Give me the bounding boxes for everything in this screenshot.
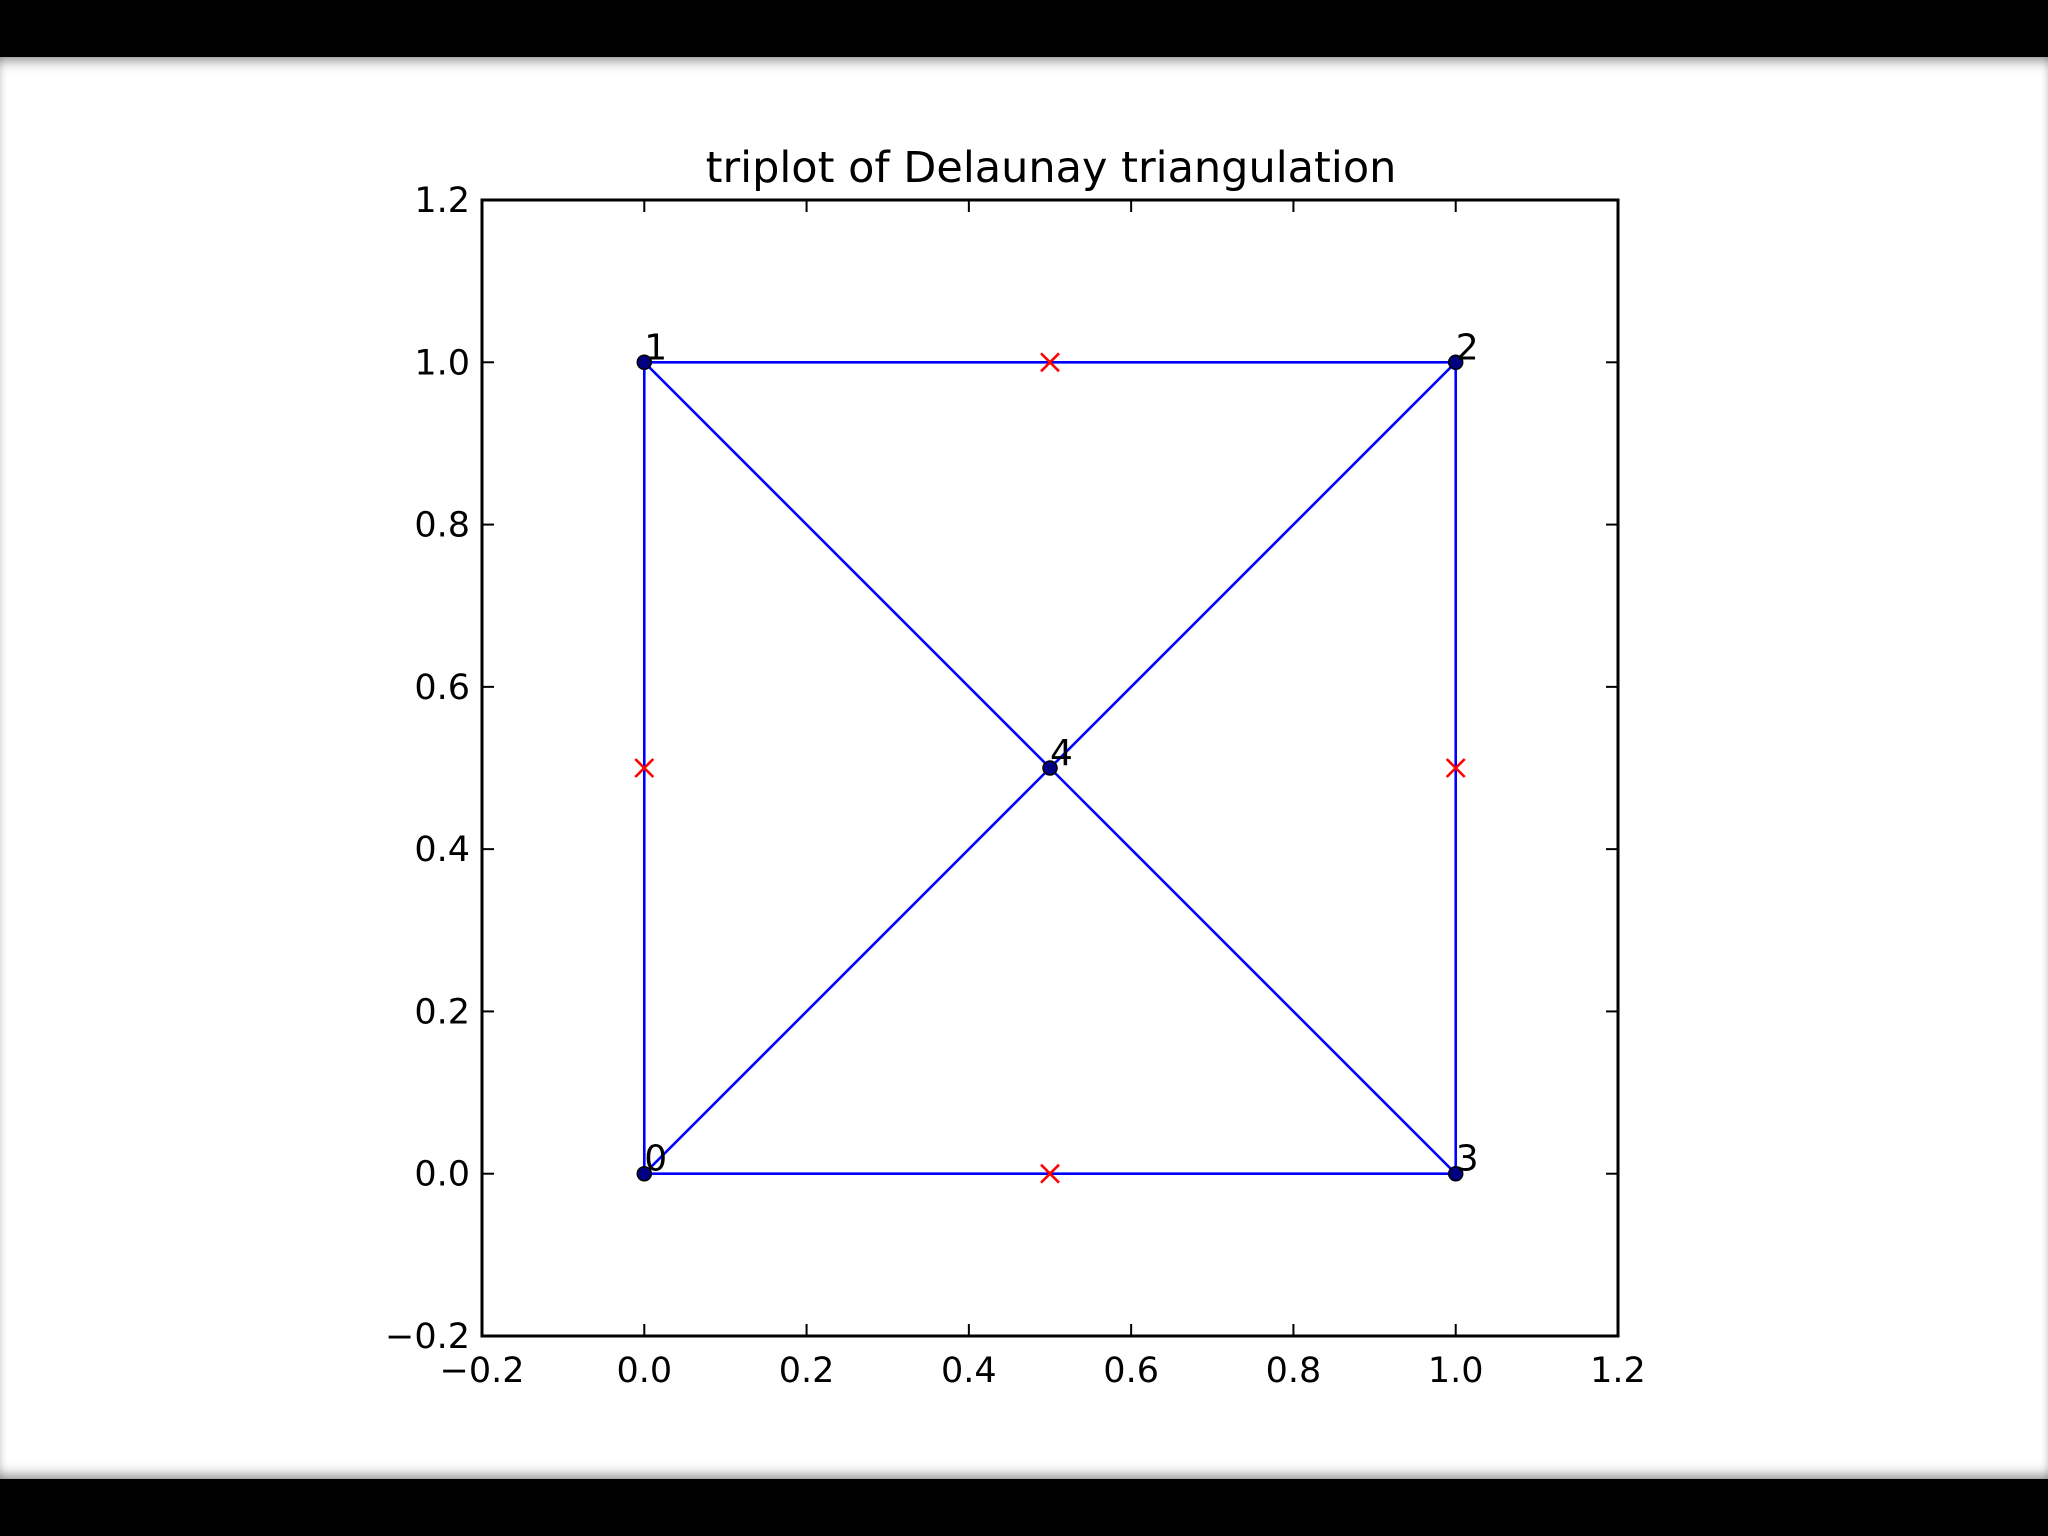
- triangulation-edge: [1049, 767, 1457, 1175]
- point-index-label: 3: [1456, 1139, 1479, 1180]
- x-tick-label: 1.0: [1428, 1351, 1484, 1391]
- chart-title: triplot of Delaunay triangulation: [706, 143, 1397, 193]
- x-marker-stroke: [1445, 758, 1466, 778]
- triangulation-edge: [1049, 361, 1457, 769]
- plot-area-frame: [480, 198, 1620, 1338]
- y-tick-label: 0.4: [414, 830, 470, 870]
- x-marker: [1040, 352, 1060, 373]
- y-tick-label: 1.0: [414, 343, 470, 383]
- triangulation-point: [636, 354, 653, 371]
- y-tick-label: 0.2: [414, 992, 470, 1032]
- triangulation-point: [1447, 1165, 1464, 1182]
- x-marker-stroke: [634, 758, 655, 778]
- x-tick-label: 0.8: [1266, 1351, 1322, 1391]
- x-marker-stroke: [1040, 1163, 1060, 1184]
- x-marker-stroke: [1040, 352, 1060, 373]
- point-index-label: 2: [1456, 327, 1479, 368]
- y-tick-label: 0.6: [414, 668, 470, 708]
- x-tick-label: 0.0: [616, 1351, 672, 1391]
- triangulation-point: [1042, 760, 1058, 776]
- x-tick-label: −0.2: [440, 1351, 525, 1391]
- point-index-label: 4: [1050, 733, 1073, 774]
- axis-tick-labels: −0.2 0.0 0.2 0.4 0.6 0.8 1.0 1.2 −0.2 0.0 0.2 0.4 0.…: [385, 181, 1646, 1391]
- y-tick-label: −0.2: [385, 1317, 470, 1357]
- top-letterbox-bar: [0, 0, 2048, 57]
- figure-canvas: [0, 57, 2048, 1479]
- point-labels: 0 1 2 3 4: [644, 327, 1478, 1179]
- triangulation-points: [636, 354, 1464, 1182]
- triangulation-edge: [643, 361, 1051, 769]
- midpoint-markers: [634, 352, 1466, 1184]
- x-marker: [1040, 1163, 1060, 1184]
- triangulation-point: [1447, 354, 1464, 371]
- y-tick-label: 1.2: [414, 181, 470, 221]
- triangulation-edge: [643, 767, 1051, 1175]
- x-tick-label: 0.2: [779, 1351, 835, 1391]
- x-marker: [1445, 758, 1466, 778]
- bottom-letterbox-bar: [0, 1479, 2048, 1536]
- x-marker: [634, 758, 655, 778]
- triangulation-point: [636, 1165, 653, 1182]
- point-index-label: 0: [644, 1139, 667, 1180]
- x-tick-label: 0.6: [1103, 1351, 1159, 1391]
- x-tick-label: 1.2: [1590, 1351, 1646, 1391]
- y-tick-label: 0.8: [414, 506, 470, 546]
- point-index-label: 1: [644, 327, 667, 368]
- axis-ticks: [481, 199, 1619, 1337]
- x-tick-label: 0.4: [941, 1351, 997, 1391]
- y-tick-label: 0.0: [414, 1155, 470, 1195]
